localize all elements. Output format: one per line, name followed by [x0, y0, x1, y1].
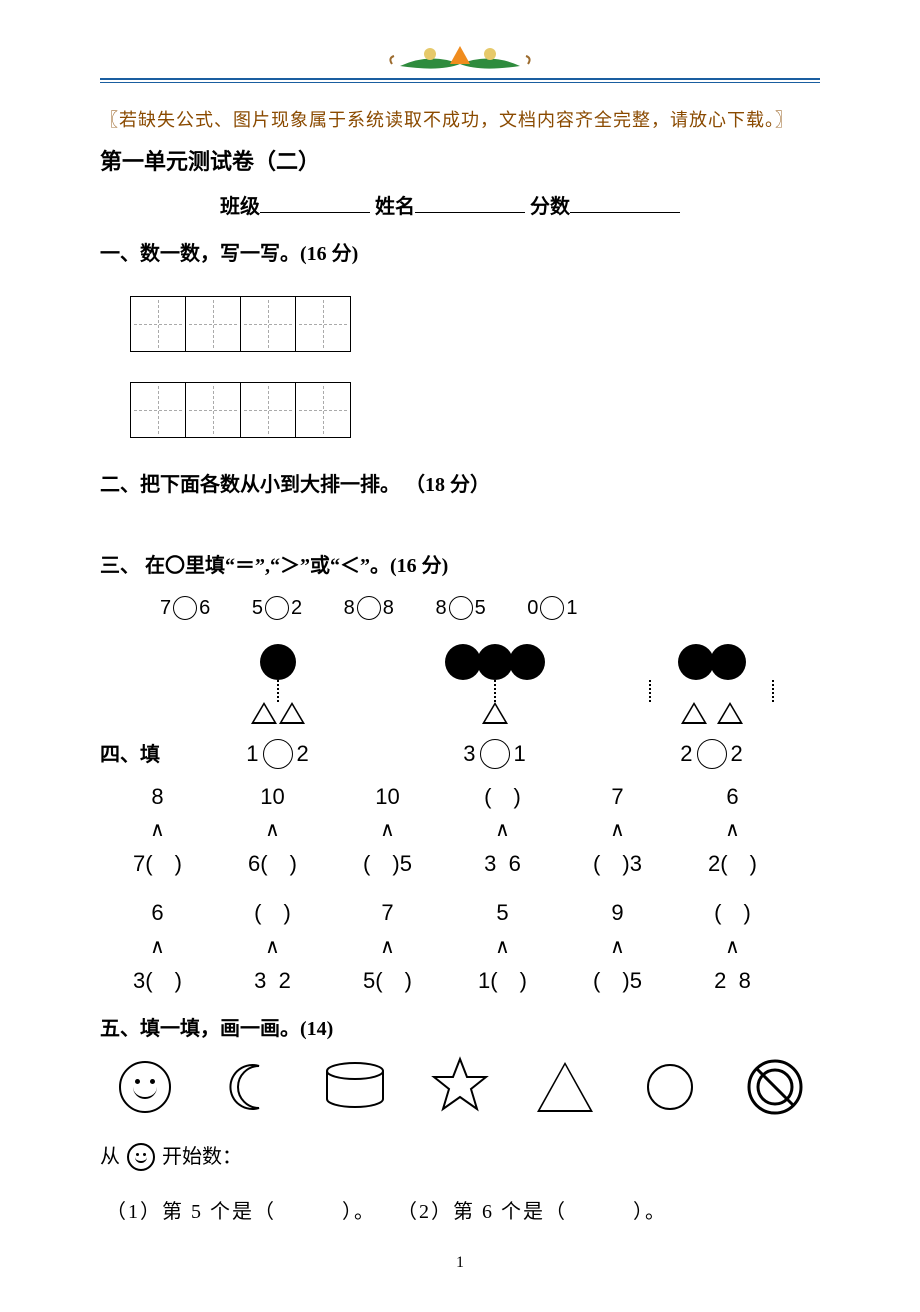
- filled-dot-icon: [509, 644, 545, 680]
- q3-items: 76 52 88 85 01: [160, 596, 820, 620]
- split-bot[interactable]: 6( ): [215, 846, 330, 881]
- filled-dot-icon: [477, 644, 513, 680]
- compare-item: 52: [252, 596, 302, 620]
- triangle-icon: [482, 702, 508, 724]
- split-bot: 2 8: [675, 963, 790, 998]
- q4-heading: 四、填: [100, 738, 169, 767]
- smile-icon: [110, 1061, 180, 1113]
- q5-heading: 五、填一填，画一画。(14): [100, 1012, 820, 1041]
- worksheet-title: 第一单元测试卷（二）: [100, 144, 820, 176]
- q5-shape-row: [110, 1055, 810, 1120]
- answer-circle[interactable]: [449, 596, 473, 620]
- q1-heading: 一、数一数，写一写。(16 分): [100, 237, 820, 266]
- star-icon: [425, 1055, 495, 1120]
- name-blank[interactable]: [415, 191, 525, 213]
- worksheet-page: 〖若缺失公式、图片现象属于系统读取不成功，文档内容齐全完整，请放心下载。〗 第一…: [0, 0, 920, 1312]
- filled-dot-icon: [678, 644, 714, 680]
- split-top: 10: [330, 779, 445, 814]
- answer-circle[interactable]: [697, 739, 727, 769]
- compare-item: 01: [527, 596, 577, 620]
- compare-item: 76: [160, 596, 210, 620]
- triangle-icon: [717, 702, 743, 724]
- split-bot[interactable]: ( )5: [330, 846, 445, 881]
- q4-number-splits: 8 10 10 ( ) 7 6 ∧∧∧ ∧∧∧ 7( ) 6( ) ( )5 3…: [100, 779, 820, 998]
- filled-dot-icon: [260, 644, 296, 680]
- no-sign-icon: [740, 1059, 810, 1115]
- q4-shape-row: [100, 644, 820, 736]
- triangle-icon: [251, 702, 277, 724]
- write-cell[interactable]: [186, 297, 241, 352]
- answer-circle[interactable]: [265, 596, 289, 620]
- answer-circle[interactable]: [173, 596, 197, 620]
- class-label: 班级: [220, 196, 260, 218]
- q2-heading: 二、把下面各数从小到大排一排。 （18 分）: [100, 468, 820, 497]
- split-top: 7: [330, 895, 445, 930]
- filled-dot-icon: [710, 644, 746, 680]
- split-bot[interactable]: 2( ): [675, 846, 790, 881]
- moon-icon: [215, 1062, 285, 1112]
- split-top[interactable]: ( ): [445, 779, 560, 814]
- answer-circle[interactable]: [540, 596, 564, 620]
- page-number: 1: [100, 1254, 820, 1272]
- compare-item: 85: [435, 596, 485, 620]
- split-top: 8: [100, 779, 215, 814]
- q5-sub1[interactable]: （1）第 5 个是（ ）。: [106, 1201, 376, 1223]
- q3-heading: 三、 在〇里填“＝”,“＞”或“＜”。(16 分): [100, 549, 820, 578]
- split-top: 10: [215, 779, 330, 814]
- write-cell[interactable]: [296, 297, 351, 352]
- q5-subs: （1）第 5 个是（ ）。 （2）第 6 个是（ ）。: [106, 1195, 820, 1224]
- triangle-icon: [279, 702, 305, 724]
- write-cell[interactable]: [186, 383, 241, 438]
- answer-circle[interactable]: [357, 596, 381, 620]
- student-info-line: 班级 姓名 分数: [220, 190, 820, 219]
- split-bot[interactable]: 1( ): [445, 963, 560, 998]
- q4-heading-row: 四、填 12 31 22: [100, 738, 820, 769]
- split-bot[interactable]: ( )3: [560, 846, 675, 881]
- triangle-icon: [530, 1062, 600, 1112]
- header-ornament: [100, 50, 820, 86]
- book-leaves-icon: [380, 44, 540, 76]
- split-top: 5: [445, 895, 560, 930]
- split-bot[interactable]: 3( ): [100, 963, 215, 998]
- circle-icon: [635, 1064, 705, 1110]
- write-cell[interactable]: [241, 383, 296, 438]
- write-cell[interactable]: [131, 383, 186, 438]
- split-bot[interactable]: 5( ): [330, 963, 445, 998]
- q4-group-2: [386, 644, 603, 736]
- answer-circle[interactable]: [263, 739, 293, 769]
- triangle-icon: [681, 702, 707, 724]
- split-top: 7: [560, 779, 675, 814]
- q1-grid-a: [130, 296, 820, 352]
- system-notice: 〖若缺失公式、图片现象属于系统读取不成功，文档内容齐全完整，请放心下载。〗: [100, 106, 820, 132]
- q5-sub2[interactable]: （2）第 6 个是（ ）。: [397, 1201, 667, 1223]
- score-blank[interactable]: [570, 191, 680, 213]
- split-top: 6: [675, 779, 790, 814]
- write-cell[interactable]: [296, 383, 351, 438]
- split-bot: 3 2: [215, 963, 330, 998]
- split-bot[interactable]: 7( ): [100, 846, 215, 881]
- split-top: 6: [100, 895, 215, 930]
- answer-circle[interactable]: [480, 739, 510, 769]
- split-top[interactable]: ( ): [675, 895, 790, 930]
- write-cell[interactable]: [241, 297, 296, 352]
- q4-group-1: [169, 644, 386, 736]
- split-bot: 3 6: [445, 846, 560, 881]
- smile-icon: [127, 1143, 155, 1171]
- compare-item: 88: [344, 596, 394, 620]
- score-label: 分数: [530, 196, 570, 218]
- cylinder-icon: [320, 1062, 390, 1113]
- q4-group-3: [603, 644, 820, 736]
- q1-grid-b: [130, 382, 820, 438]
- q5-start-line: 从 开始数：: [100, 1140, 820, 1171]
- split-top: 9: [560, 895, 675, 930]
- split-top[interactable]: ( ): [215, 895, 330, 930]
- class-blank[interactable]: [260, 191, 370, 213]
- filled-dot-icon: [445, 644, 481, 680]
- write-cell[interactable]: [131, 297, 186, 352]
- split-bot[interactable]: ( )5: [560, 963, 675, 998]
- name-label: 姓名: [375, 196, 415, 218]
